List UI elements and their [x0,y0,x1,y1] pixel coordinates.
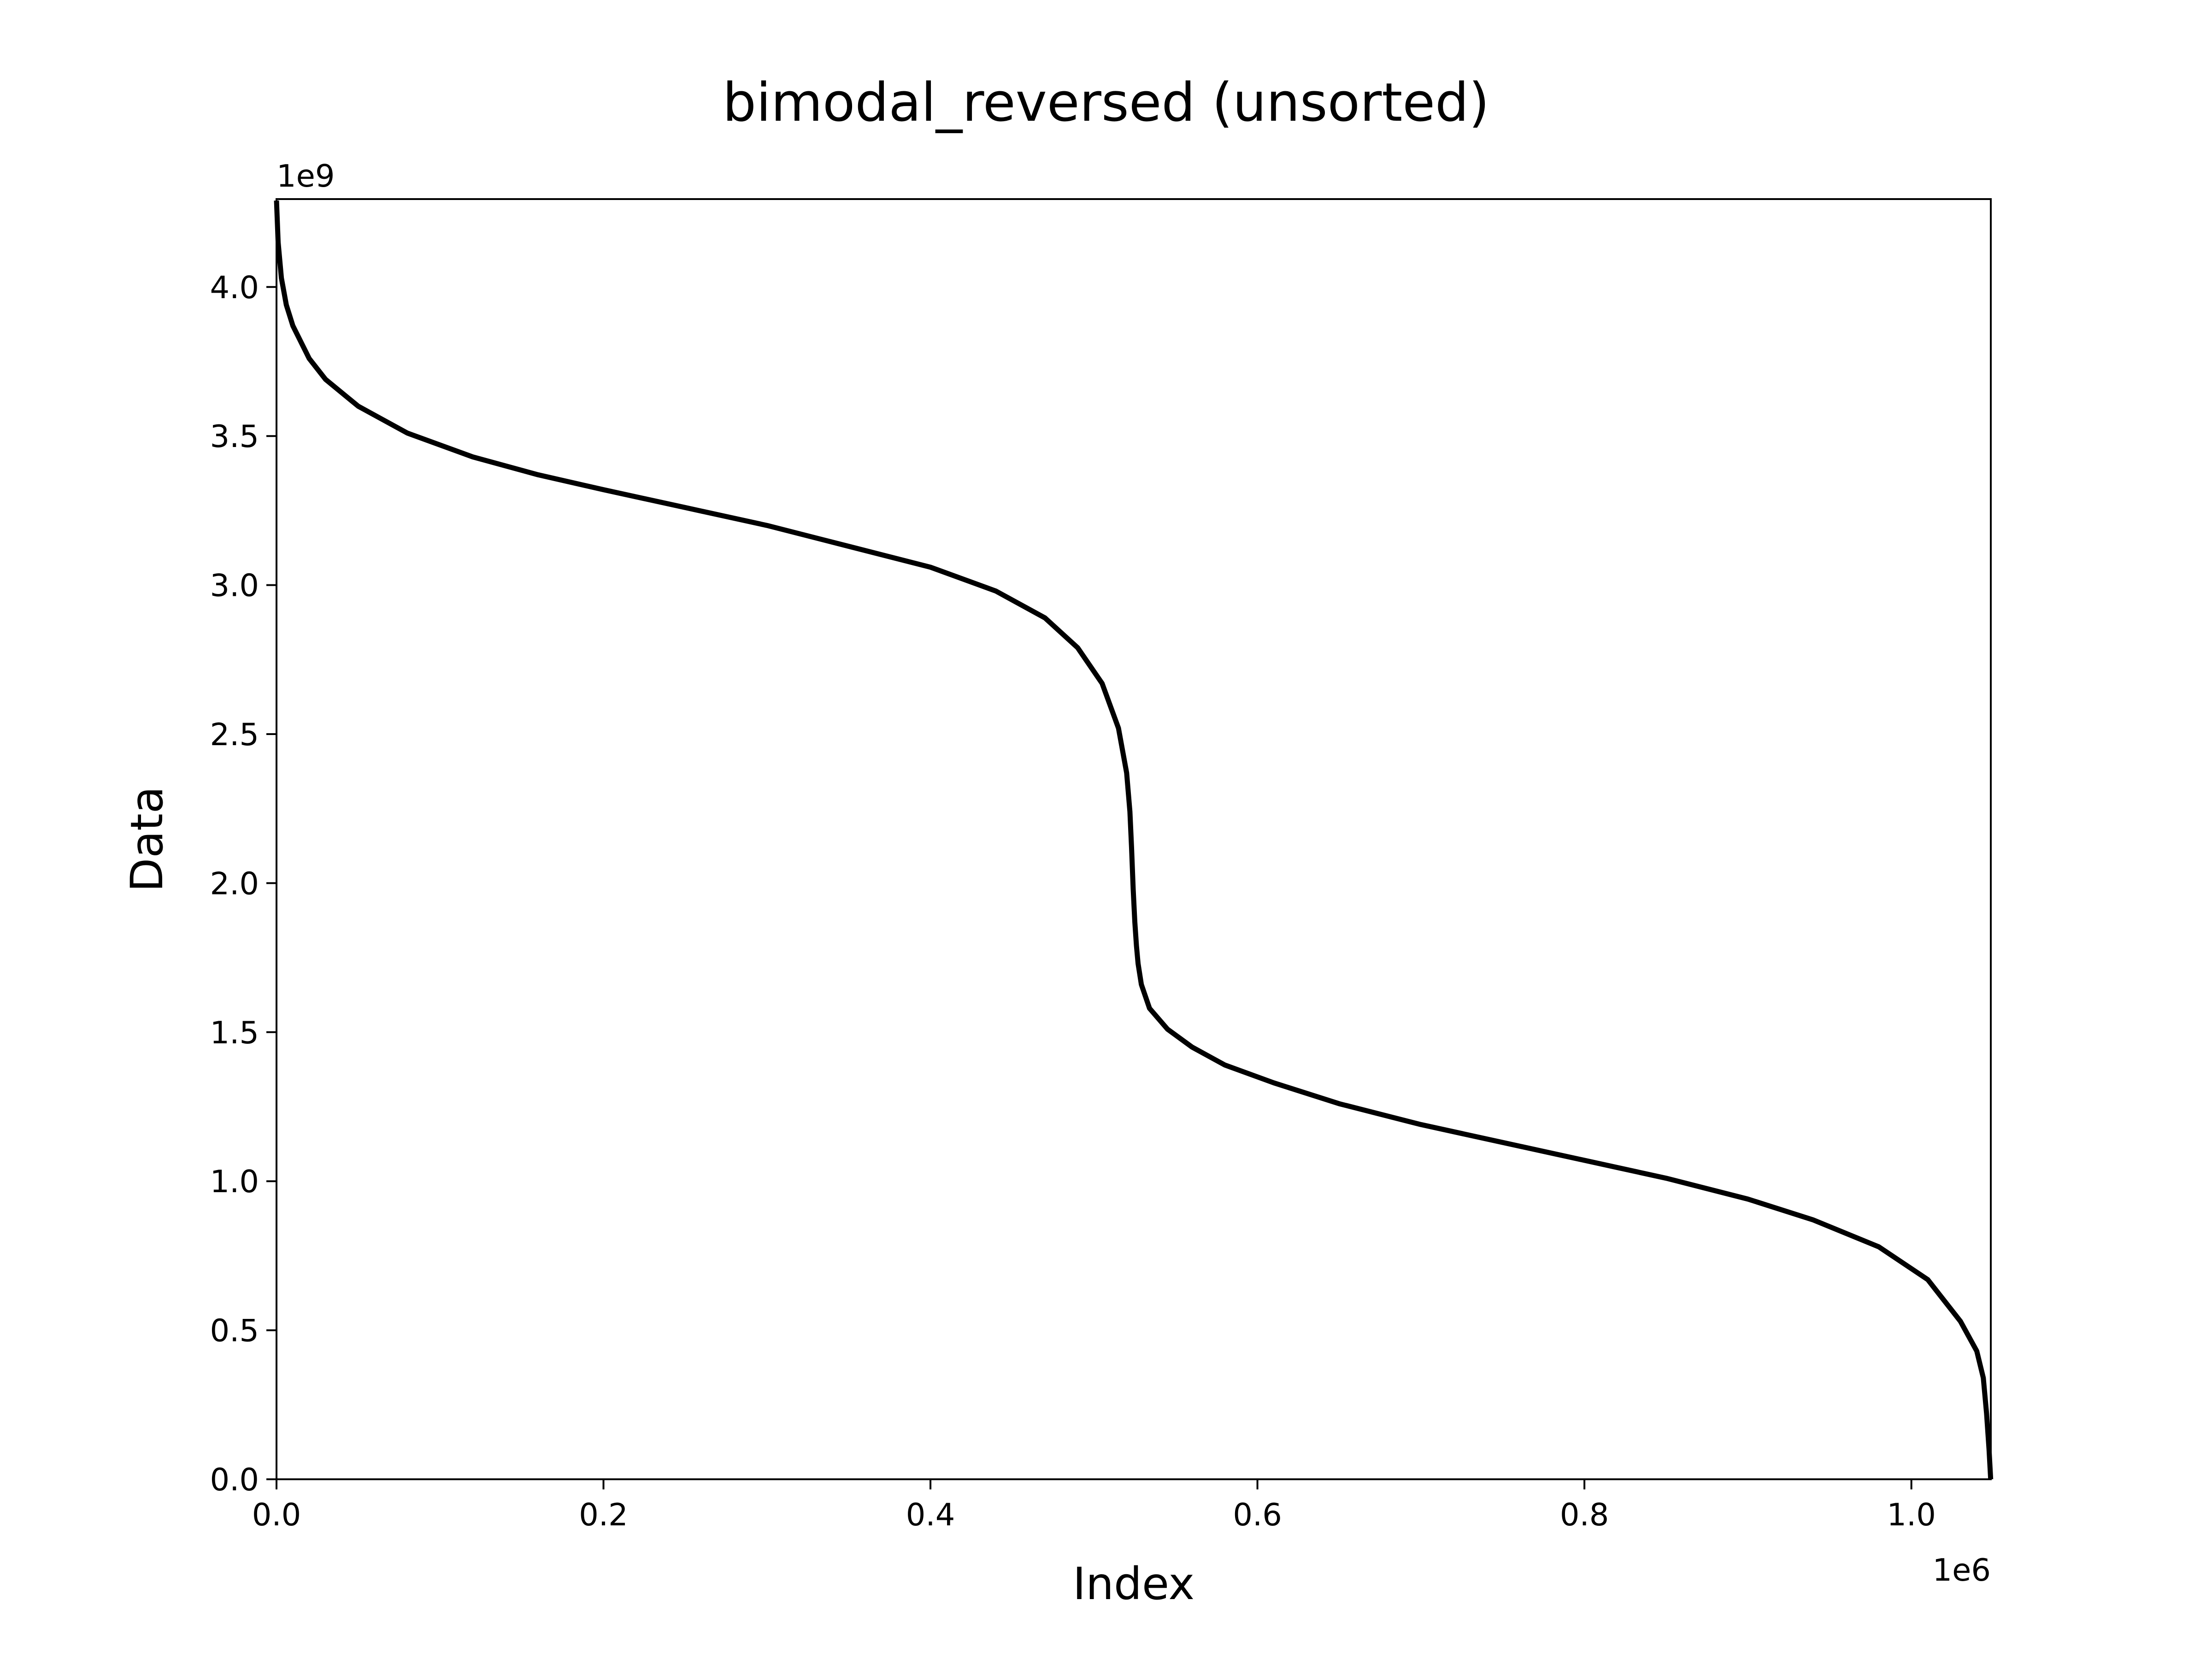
y-axis-ticks: 0.0 0.5 1.0 1.5 2.0 2.5 3.0 3.5 4.0 [210,270,276,1498]
y-tick-label: 2.0 [210,865,259,901]
y-tick-label: 1.5 [210,1015,259,1051]
y-tick-label: 4.0 [210,270,259,306]
plot-frame [276,198,1992,1480]
x-tick-label: 0.0 [252,1497,301,1533]
x-tick-label: 0.6 [1233,1497,1282,1533]
y-tick-label: 2.5 [210,717,259,753]
x-tick-label: 1.0 [1887,1497,1936,1533]
x-tick-label: 0.4 [906,1497,955,1533]
x-axis-ticks: 0.0 0.2 0.4 0.6 0.8 1.0 [252,1479,1936,1533]
y-tick-label: 0.0 [210,1462,259,1498]
x-axis-label: Index [1073,1558,1194,1610]
x-tick-label: 0.8 [1560,1497,1609,1533]
y-tick-label: 1.0 [210,1164,259,1200]
chart-title: bimodal_reversed (unsorted) [723,72,1489,134]
y-tick-label: 0.5 [210,1313,259,1349]
y-offset-label: 1e9 [276,158,335,194]
x-offset-label: 1e6 [1933,1552,1991,1588]
y-axis-label: Data [121,786,173,892]
data-line [274,200,1994,1480]
y-tick-label: 3.5 [210,418,259,454]
x-tick-label: 0.2 [579,1497,628,1533]
y-tick-label: 3.0 [210,568,259,604]
